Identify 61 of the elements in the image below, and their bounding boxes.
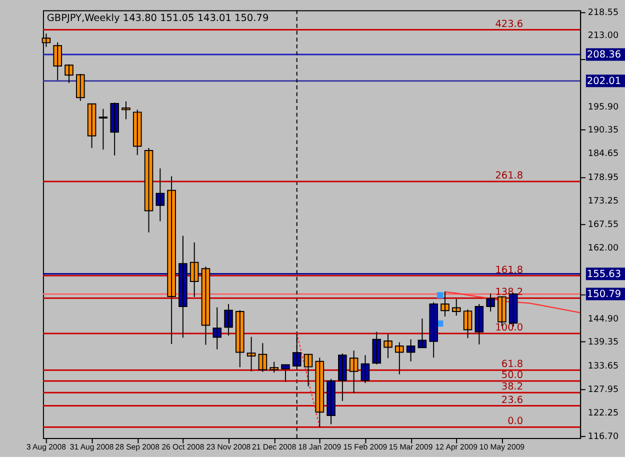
y-tick-label: 127.95 bbox=[588, 385, 619, 396]
x-tick-label: 15 Feb 2009 bbox=[343, 442, 388, 452]
candlestick bbox=[98, 108, 108, 150]
annotation: 423.6 bbox=[495, 18, 524, 30]
x-tick-label: 28 Sep 2008 bbox=[115, 442, 160, 452]
candlestick bbox=[178, 235, 188, 338]
candlestick bbox=[110, 102, 119, 156]
candlestick bbox=[167, 176, 176, 344]
candlestick bbox=[122, 100, 130, 120]
x-tick-label: 12 Apr 2009 bbox=[435, 442, 478, 452]
y-tick-label: 144.90 bbox=[588, 314, 619, 324]
y-tick-label: 139.35 bbox=[588, 338, 619, 348]
candlestick bbox=[270, 361, 278, 374]
annotation: 38.2 bbox=[501, 382, 524, 393]
y-tick-label: 190.35 bbox=[588, 125, 619, 136]
candlestick bbox=[384, 333, 392, 359]
candlestick bbox=[53, 42, 62, 81]
x-tick-label: 15 Mar 2009 bbox=[388, 442, 433, 452]
ref-line-label: 202.01 bbox=[586, 76, 622, 87]
annotation: 0.0 bbox=[508, 416, 524, 428]
chart-title: GBPJPY,Weekly 143.80 151.05 143.01 150.79 bbox=[46, 12, 269, 24]
x-tick-label: 18 Jan 2009 bbox=[298, 442, 342, 452]
candlestick bbox=[224, 304, 233, 336]
y-tick-label: 178.95 bbox=[588, 172, 619, 183]
ref-line-label: 208.36 bbox=[586, 49, 622, 60]
x-tick-label: 3 Aug 2008 bbox=[26, 442, 66, 452]
y-tick-label: 218.55 bbox=[588, 8, 619, 18]
y-tick-label: 213.00 bbox=[588, 31, 619, 42]
y-tick-label: 133.65 bbox=[588, 361, 619, 372]
x-tick-label: 21 Dec 2008 bbox=[252, 442, 296, 452]
annotation: 161.8 bbox=[495, 264, 524, 276]
annotation: 23.6 bbox=[501, 394, 524, 406]
y-tick-label: 173.25 bbox=[588, 196, 619, 207]
y-tick-label: 167.55 bbox=[588, 220, 619, 230]
candlestick bbox=[132, 109, 142, 156]
candlestick bbox=[76, 73, 85, 102]
y-tick-label: 122.25 bbox=[588, 408, 619, 419]
x-tick-label: 31 Aug 2008 bbox=[70, 442, 114, 452]
candlestick bbox=[395, 342, 404, 375]
candlestick bbox=[338, 353, 347, 402]
annotation: 61.8 bbox=[501, 359, 524, 370]
candlestick bbox=[486, 293, 495, 312]
candlestick bbox=[246, 336, 256, 372]
ref-line-label: 150.79 bbox=[586, 288, 622, 300]
candlestick bbox=[236, 310, 244, 368]
x-tick-label: 10 May 2009 bbox=[479, 442, 524, 452]
candlestick bbox=[326, 378, 336, 425]
ref-line-label: 155.63 bbox=[586, 268, 622, 280]
candlestick bbox=[281, 364, 290, 382]
candlestick bbox=[64, 64, 74, 84]
y-tick-label: 162.00 bbox=[588, 243, 619, 254]
x-tick-label: 26 Oct 2008 bbox=[162, 442, 204, 452]
y-tick-label: 195.90 bbox=[588, 102, 619, 112]
annotation: 100.0 bbox=[495, 322, 524, 334]
candlestick bbox=[372, 331, 382, 365]
y-tick-label: 116.70 bbox=[588, 432, 619, 442]
annotation: 261.8 bbox=[495, 170, 524, 182]
y-tick-label: 184.65 bbox=[588, 149, 619, 160]
annotation: 50.0 bbox=[501, 370, 524, 382]
candlestick bbox=[212, 306, 222, 350]
x-tick-label: 23 Nov 2008 bbox=[206, 442, 251, 452]
